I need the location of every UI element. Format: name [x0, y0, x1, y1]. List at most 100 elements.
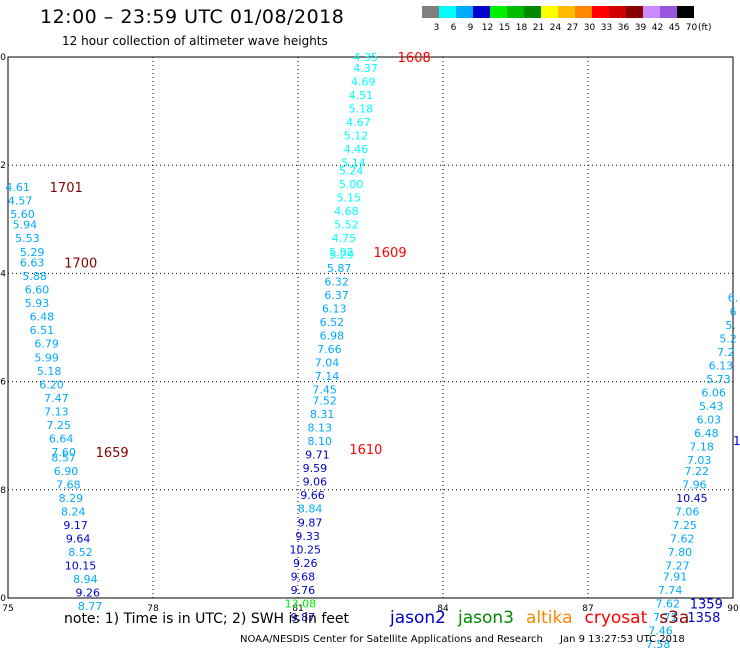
wave-height-value: 7.13: [44, 405, 69, 418]
scale-swatch-11: [609, 6, 626, 18]
satellite-cryosat: cryosat: [584, 608, 648, 628]
wave-height-value: 7.58: [646, 638, 671, 650]
footer: NOAA/NESDIS Center for Satellite Applica…: [240, 634, 685, 645]
wave-height-value: 7.46: [648, 624, 673, 637]
wave-height-value: 5.18: [349, 102, 374, 115]
chart-title: 12:00 – 23:59 UTC 01/08/2018: [40, 6, 345, 28]
wave-height-value: 5.43: [699, 400, 724, 413]
wave-height-value: 8.38: [643, 649, 668, 650]
wave-height-value: 5.29: [20, 246, 45, 259]
wave-height-value: 7.62: [656, 597, 681, 610]
wave-height-value: 4.67: [346, 116, 371, 129]
scale-swatch-9: [575, 6, 592, 18]
scale-label-13: 42: [651, 23, 664, 33]
pass-time-label: 1701: [50, 181, 83, 196]
scale-label-14: 45: [668, 23, 681, 33]
wave-height-value: 7.25: [47, 419, 72, 432]
wave-height-value: 5.: [725, 319, 736, 332]
wave-height-value: 6.06: [701, 386, 726, 399]
wave-height-value: 13.08: [285, 597, 317, 610]
lon-tick-label: 90: [727, 604, 739, 614]
pass-time-label: 1609: [374, 246, 407, 261]
wave-height-value: 6.: [728, 292, 739, 305]
wave-height-value: 6.98: [320, 330, 345, 343]
wave-height-value: 8.94: [73, 573, 98, 586]
wave-height-value: 6.64: [49, 432, 74, 445]
wave-height-value: 6.32: [324, 276, 349, 289]
wave-height-value: 9.71: [305, 449, 330, 462]
wave-height-value: 8.52: [68, 546, 93, 559]
wave-height-value: 4.68: [334, 205, 359, 218]
scale-label-1: 6: [450, 23, 457, 33]
satellite-altika: altika: [526, 608, 573, 628]
lat-tick-label: 0: [0, 53, 6, 63]
wave-height-value: 6.52: [320, 316, 345, 329]
wave-height-value: 9.76: [291, 584, 316, 597]
wave-height-value: 8.84: [298, 503, 323, 516]
wave-height-value: 7.45: [312, 384, 337, 397]
satellite-s3a: s3a: [659, 608, 690, 628]
wave-height-value: 8.29: [59, 492, 84, 505]
wave-height-value: 6.13: [322, 303, 347, 316]
wave-height-value: 5.88: [22, 270, 47, 283]
wave-height-value: 7.80: [668, 546, 693, 559]
wave-height-value: 7.68: [56, 478, 81, 491]
wave-height-value: 6: [730, 305, 737, 318]
wave-height-value: 4.69: [351, 75, 376, 88]
wave-height-value: 6.20: [39, 378, 64, 391]
wave-height-value: 9.87: [291, 611, 316, 624]
wave-height-value: 7.52: [312, 395, 337, 408]
scale-swatch-12: [626, 6, 643, 18]
wave-height-value: 5.94: [13, 219, 38, 232]
wave-height-value: 5.02: [329, 246, 354, 259]
wave-height-value: 6.63: [20, 257, 45, 270]
wave-height-value: 7.91: [663, 570, 688, 583]
wave-height-value: 7.27: [665, 560, 690, 573]
wave-height-value: 7.25: [672, 519, 697, 532]
wave-height-value: 5.73: [706, 373, 731, 386]
credit-text: NOAA/NESDIS Center for Satellite Applica…: [240, 634, 543, 645]
scale-label-2: 9: [467, 23, 474, 33]
wave-height-value: 5.29: [329, 248, 354, 261]
scale-swatch-13: [643, 6, 660, 18]
wave-height-value: 8.10: [308, 435, 333, 448]
wave-height-value: 9.26: [293, 557, 318, 570]
wave-height-value: 9.66: [300, 489, 325, 502]
wave-height-value: 4.46: [344, 143, 369, 156]
wave-height-value: 7.66: [317, 343, 342, 356]
scale-swatch-2: [456, 6, 473, 18]
satellite-jason2: jason2: [390, 608, 446, 628]
wave-height-value: 6.90: [54, 465, 79, 478]
wave-height-value: 7.14: [315, 370, 340, 383]
scale-swatch-14: [660, 6, 677, 18]
wave-height-value: 4.35: [353, 51, 378, 64]
scale-label-15: 70: [685, 23, 698, 33]
wave-height-value: 7.04: [315, 357, 340, 370]
wave-height-value: 5.60: [10, 208, 35, 221]
wave-height-value: 9.87: [298, 516, 323, 529]
wave-height-value: 4.57: [8, 194, 33, 207]
timestamp-text: Jan 9 13:27:53 UTC 2018: [560, 634, 685, 645]
wave-height-value: 5.87: [327, 262, 352, 275]
scale-swatch-4: [490, 6, 507, 18]
scale-label-6: 21: [532, 23, 545, 33]
wave-height-value: 5.00: [339, 178, 364, 191]
lat-tick-label: -8: [0, 486, 6, 496]
scale-label-12: 39: [634, 23, 647, 33]
wave-height-value: 8.77: [78, 600, 103, 613]
wave-height-value: 8.24: [61, 505, 86, 518]
wave-height-value: 7.2: [717, 346, 735, 359]
scale-label-5: 18: [515, 23, 528, 33]
lon-tick-label: 75: [2, 604, 13, 614]
wave-height-value: 5.14: [341, 156, 366, 169]
scale-label-9: 30: [583, 23, 596, 33]
scale-swatch-1: [439, 6, 456, 18]
pass-time-label: 1359: [690, 597, 723, 612]
scale-label-3: 12: [481, 23, 494, 33]
pass-time-label: 1358: [687, 611, 720, 626]
wave-height-value: 5.52: [334, 219, 359, 232]
lon-tick-label: 84: [437, 604, 449, 614]
lat-tick-label: -6: [0, 378, 6, 388]
pass-time-label: 1659: [96, 446, 129, 461]
